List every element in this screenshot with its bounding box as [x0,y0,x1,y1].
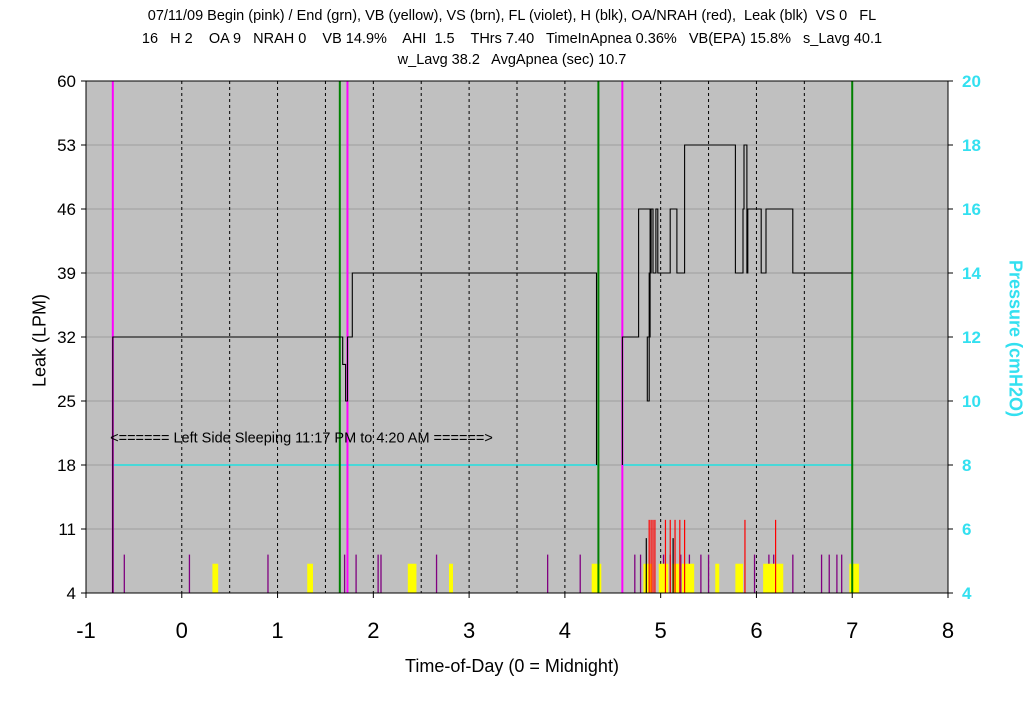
y2-tick-label: 18 [962,136,981,155]
vb-event-bar [735,563,744,593]
x-tick-label: 3 [463,618,475,643]
vb-event-bar [715,563,720,593]
y-tick-label: 53 [57,136,76,155]
y-tick-label: 25 [57,392,76,411]
y-tick-label: 46 [57,200,76,219]
y-tick-label: 11 [58,520,76,539]
y-tick-label: 18 [57,456,76,475]
y2-tick-label: 12 [962,328,981,347]
vb-event-bar [448,563,453,593]
leak-line [112,272,598,593]
vb-event-bar [591,563,602,593]
vb-event-bar [307,563,313,593]
y2-tick-label: 20 [962,72,981,91]
y-tick-label: 39 [57,264,76,283]
y2-tick-label: 10 [962,392,981,411]
x-tick-label: 8 [942,618,954,643]
y2-tick-label: 4 [962,584,972,603]
annotation-text: <====== Left Side Sleeping 11:17 PM to 4… [110,431,493,447]
y-axis-title: Leak (LPM) [29,293,50,388]
leak-line [621,144,853,465]
vb-event-bar [643,563,653,593]
vb-event-bar [407,563,417,593]
vb-event-bar [681,563,695,593]
title-line-3: w_Lavg 38.2 AvgApnea (sec) 10.7 [397,52,627,68]
x-axis-title: Time-of-Day (0 = Midnight) [405,656,619,676]
y2-tick-label: 14 [962,264,981,283]
x-tick-label: 4 [559,618,571,643]
title-line-2: 16 H 2 OA 9 NRAH 0 VB 14.9% AHI 1.5 THrs… [141,31,883,47]
x-tick-label: 2 [367,618,379,643]
vb-event-bar [763,563,784,593]
x-tick-label: -1 [76,618,96,643]
vb-event-bar [212,563,219,593]
x-tick-label: 6 [750,618,762,643]
y2-tick-label: 8 [962,456,971,475]
x-tick-label: 0 [176,618,188,643]
title-line-1: 07/11/09 Begin (pink) / End (grn), VB (y… [147,8,877,24]
x-tick-label: 1 [271,618,283,643]
y2-tick-label: 6 [962,520,971,539]
y-tick-label: 4 [67,584,76,603]
vb-event-bar [658,563,669,593]
x-tick-label: 7 [846,618,858,643]
y2-tick-label: 16 [962,200,981,219]
vb-event-bar [849,563,859,593]
y2-axis-title: Pressure (cmH2O) [1005,259,1024,418]
y-tick-label: 60 [57,72,76,91]
x-tick-label: 5 [655,618,667,643]
y-tick-label: 32 [57,328,76,347]
